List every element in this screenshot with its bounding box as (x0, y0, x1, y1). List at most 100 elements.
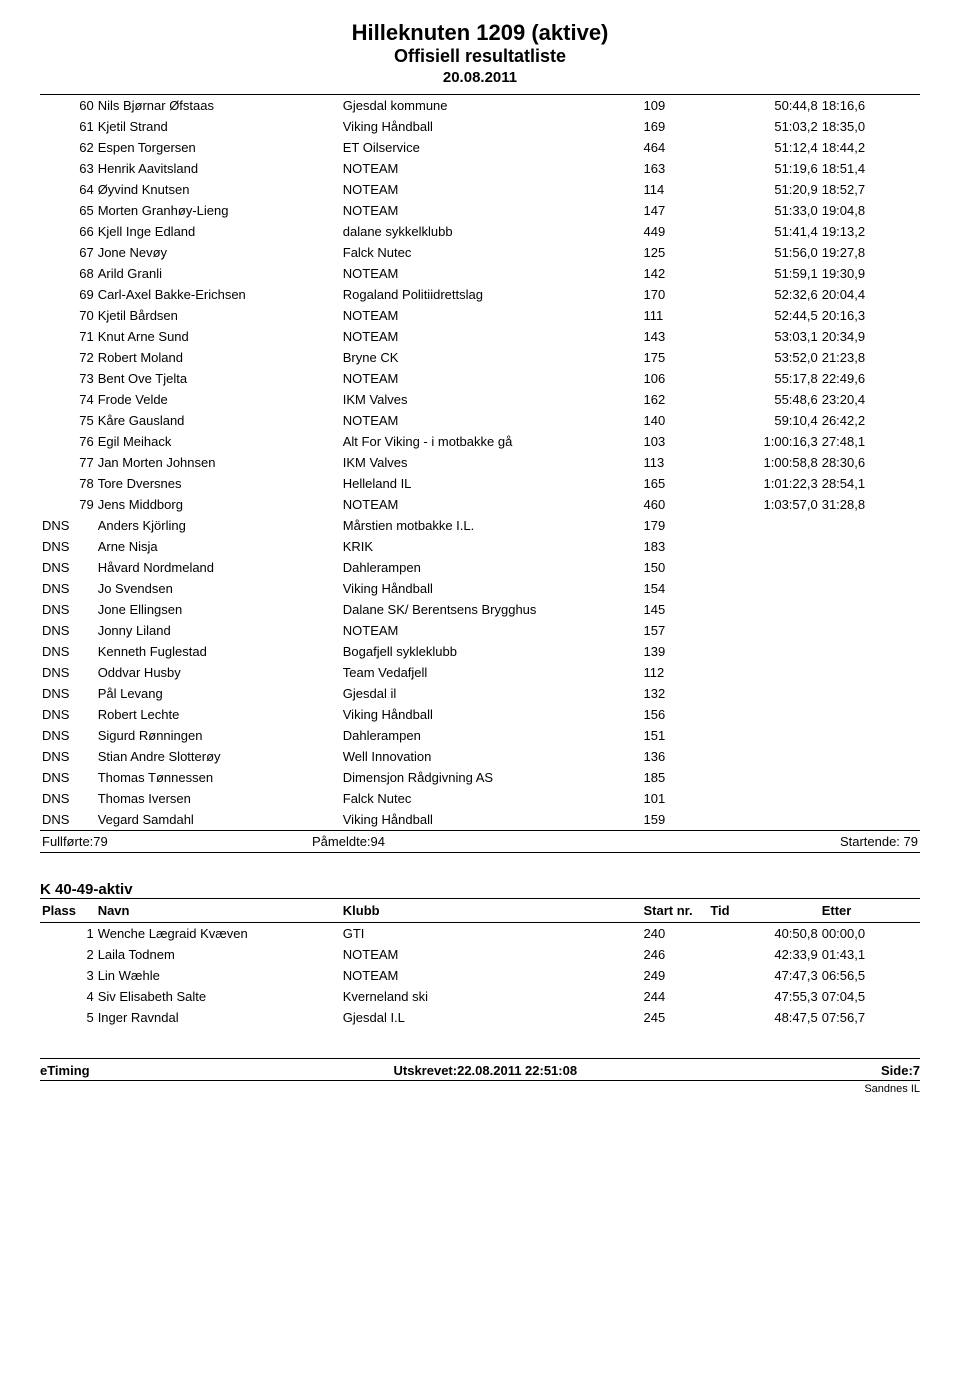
cell-diff: 06:56,5 (820, 965, 920, 986)
table-row: 62Espen TorgersenET Oilservice46451:12,4… (40, 137, 920, 158)
cell-place: DNS (40, 515, 96, 536)
cell-club: Rogaland Politiidrettslag (341, 284, 642, 305)
cell-club: IKM Valves (341, 452, 642, 473)
cell-place: 60 (40, 95, 96, 116)
table-row: 73Bent Ove TjeltaNOTEAM10655:17,822:49,6 (40, 368, 920, 389)
cell-club: Gjesdal il (341, 683, 642, 704)
summary-registered: Påmeldte:94 (310, 831, 650, 853)
cell-place: DNS (40, 578, 96, 599)
cell-diff (820, 641, 920, 662)
cell-diff: 18:44,2 (820, 137, 920, 158)
cell-start: 183 (642, 536, 709, 557)
table-row: 3Lin WæhleNOTEAM24947:47,306:56,5 (40, 965, 920, 986)
cell-place: 65 (40, 200, 96, 221)
cell-diff (820, 515, 920, 536)
cell-time: 53:52,0 (708, 347, 819, 368)
cell-club: Kverneland ski (341, 986, 642, 1007)
table-row: 75Kåre GauslandNOTEAM14059:10,426:42,2 (40, 410, 920, 431)
cell-diff (820, 746, 920, 767)
table-row: 1Wenche Lægraid KvævenGTI24040:50,800:00… (40, 923, 920, 944)
cell-name: Jens Middborg (96, 494, 341, 515)
summary-row: Fullførte:79 Påmeldte:94 Startende: 79 (40, 831, 920, 853)
cell-place: 1 (40, 923, 96, 944)
cell-name: Kåre Gausland (96, 410, 341, 431)
cell-start: 159 (642, 809, 709, 830)
cell-diff (820, 599, 920, 620)
page-header: Hilleknuten 1209 (aktive) Offisiell resu… (40, 20, 920, 86)
cell-place: DNS (40, 788, 96, 809)
title-main: Hilleknuten 1209 (aktive) (40, 20, 920, 46)
cell-place: 74 (40, 389, 96, 410)
col-time: Tid (708, 899, 819, 923)
footer-left: eTiming (40, 1063, 90, 1078)
table-row: DNSHåvard NordmelandDahlerampen150 (40, 557, 920, 578)
cell-club: NOTEAM (341, 410, 642, 431)
table-row: 78Tore DversnesHelleland IL1651:01:22,32… (40, 473, 920, 494)
cell-diff: 26:42,2 (820, 410, 920, 431)
cell-place: 76 (40, 431, 96, 452)
cell-name: Egil Meihack (96, 431, 341, 452)
table-row: DNSRobert LechteViking Håndball156 (40, 704, 920, 725)
cell-start: 109 (642, 95, 709, 116)
cell-diff: 22:49,6 (820, 368, 920, 389)
cell-diff: 18:51,4 (820, 158, 920, 179)
cell-name: Håvard Nordmeland (96, 557, 341, 578)
cell-name: Arild Granli (96, 263, 341, 284)
cell-start: 154 (642, 578, 709, 599)
cell-name: Thomas Iversen (96, 788, 341, 809)
cell-name: Kjell Inge Edland (96, 221, 341, 242)
cell-name: Jone Nevøy (96, 242, 341, 263)
cell-start: 170 (642, 284, 709, 305)
cell-time: 48:47,5 (708, 1007, 819, 1028)
cell-name: Carl-Axel Bakke-Erichsen (96, 284, 341, 305)
cell-time: 1:01:22,3 (708, 473, 819, 494)
cell-diff: 01:43,1 (820, 944, 920, 965)
cell-place: DNS (40, 767, 96, 788)
cell-time: 47:55,3 (708, 986, 819, 1007)
cell-start: 151 (642, 725, 709, 746)
cell-club: Viking Håndball (341, 809, 642, 830)
cell-club: Bryne CK (341, 347, 642, 368)
cell-name: Anders Kjörling (96, 515, 341, 536)
cell-name: Jo Svendsen (96, 578, 341, 599)
cell-time: 1:03:57,0 (708, 494, 819, 515)
cell-place: DNS (40, 683, 96, 704)
cell-club: GTI (341, 923, 642, 944)
cell-time: 51:19,6 (708, 158, 819, 179)
cell-club: Dalane SK/ Berentsens Brygghus (341, 599, 642, 620)
table-row: DNSArne NisjaKRIK183 (40, 536, 920, 557)
cell-time (708, 599, 819, 620)
cell-place: 68 (40, 263, 96, 284)
cell-name: Knut Arne Sund (96, 326, 341, 347)
cell-place: DNS (40, 557, 96, 578)
cell-name: Lin Wæhle (96, 965, 341, 986)
cell-club: NOTEAM (341, 200, 642, 221)
cell-name: Kjetil Bårdsen (96, 305, 341, 326)
cell-club: Bogafjell sykleklubb (341, 641, 642, 662)
table-row: 61Kjetil StrandViking Håndball16951:03,2… (40, 116, 920, 137)
cell-time (708, 557, 819, 578)
cell-club: KRIK (341, 536, 642, 557)
cell-diff: 18:52,7 (820, 179, 920, 200)
cell-diff: 20:34,9 (820, 326, 920, 347)
cell-place: 2 (40, 944, 96, 965)
cell-time (708, 788, 819, 809)
cell-start: 163 (642, 158, 709, 179)
cell-club: Dimensjon Rådgivning AS (341, 767, 642, 788)
cell-start: 136 (642, 746, 709, 767)
summary-table: Fullførte:79 Påmeldte:94 Startende: 79 (40, 830, 920, 853)
cell-time: 42:33,9 (708, 944, 819, 965)
table-row: 66Kjell Inge Edlanddalane sykkelklubb449… (40, 221, 920, 242)
cell-place: DNS (40, 662, 96, 683)
cell-time: 52:32,6 (708, 284, 819, 305)
cell-club: Alt For Viking - i motbakke gå (341, 431, 642, 452)
cell-time: 51:03,2 (708, 116, 819, 137)
cell-diff: 18:35,0 (820, 116, 920, 137)
col-place: Plass (40, 899, 96, 923)
cell-place: 75 (40, 410, 96, 431)
cell-start: 249 (642, 965, 709, 986)
cell-name: Nils Bjørnar Øfstaas (96, 95, 341, 116)
table-row: DNSThomas TønnessenDimensjon Rådgivning … (40, 767, 920, 788)
table-row: 68Arild GranliNOTEAM14251:59,119:30,9 (40, 263, 920, 284)
cell-diff: 23:20,4 (820, 389, 920, 410)
